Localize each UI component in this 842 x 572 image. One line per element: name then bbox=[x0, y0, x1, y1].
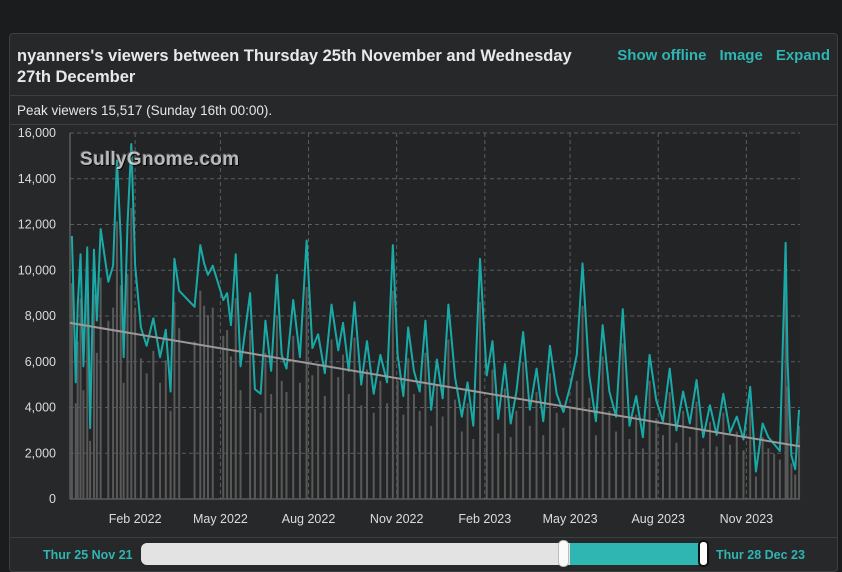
y-tick-label: 4,000 bbox=[25, 401, 56, 415]
x-tick-label: Aug 2022 bbox=[282, 512, 336, 526]
chart-actions: Show offline Image Expand bbox=[617, 47, 830, 64]
viewers-series-line bbox=[70, 143, 801, 473]
y-tick-label: 12,000 bbox=[18, 218, 56, 232]
x-tick-label: Nov 2022 bbox=[370, 512, 424, 526]
x-tick-label: May 2023 bbox=[543, 512, 598, 526]
image-button[interactable]: Image bbox=[719, 47, 763, 64]
expand-button[interactable]: Expand bbox=[775, 47, 830, 64]
y-tick-label: 8,000 bbox=[25, 309, 56, 323]
navigator-end-label: Thur 28 Dec 23 bbox=[716, 548, 805, 562]
show-offline-button[interactable]: Show offline bbox=[617, 47, 707, 64]
x-tick-label: Feb 2022 bbox=[109, 512, 162, 526]
navigator-start-label: Thur 25 Nov 21 bbox=[43, 548, 133, 562]
chart-header: nyanners's viewers between Thursday 25th… bbox=[10, 34, 837, 96]
trend-line bbox=[69, 321, 801, 448]
y-tick-label: 2,000 bbox=[25, 446, 56, 460]
watermark-logo: SullyGnome.com bbox=[80, 149, 240, 170]
chart-panel: nyanners's viewers between Thursday 25th… bbox=[9, 33, 838, 572]
chart-title: nyanners's viewers between Thursday 25th… bbox=[17, 47, 572, 86]
navigator-left-handle[interactable] bbox=[558, 540, 569, 567]
y-tick-label: 16,000 bbox=[18, 126, 56, 140]
y-tick-label: 0 bbox=[49, 492, 56, 506]
viewers-chart: 0 2,000 4,000 6,000 8,000 10,000 12,000 14,000 1… bbox=[18, 126, 801, 526]
navigator-right-handle[interactable] bbox=[698, 540, 709, 567]
x-tick-label: Feb 2023 bbox=[458, 512, 511, 526]
y-tick-label: 6,000 bbox=[25, 355, 56, 369]
divider bbox=[10, 537, 837, 538]
y-tick-label: 10,000 bbox=[18, 263, 56, 277]
x-tick-label: Nov 2023 bbox=[720, 512, 774, 526]
x-tick-label: May 2022 bbox=[193, 512, 248, 526]
divider bbox=[10, 124, 837, 125]
x-tick-label: Aug 2023 bbox=[631, 512, 685, 526]
peak-viewers-text: Peak viewers 15,517 (Sunday 16th 00:00). bbox=[17, 103, 273, 118]
navigator-track[interactable] bbox=[141, 543, 706, 565]
y-tick-label: 14,000 bbox=[18, 172, 56, 186]
navigator-selection[interactable] bbox=[570, 543, 706, 565]
